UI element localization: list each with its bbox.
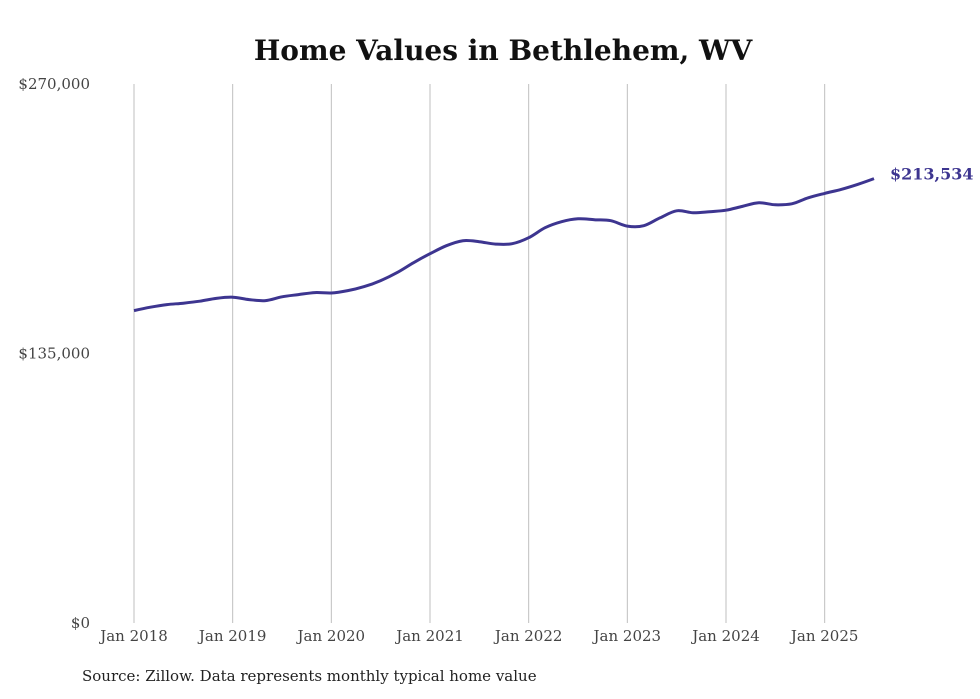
- x-tick-label: Jan 2021: [394, 627, 464, 645]
- x-tick-label: Jan 2020: [296, 627, 366, 645]
- y-axis-ticks: $270,000 $135,000 $0: [18, 75, 90, 632]
- end-value-label: $213,534: [890, 165, 974, 184]
- y-tick-label: $270,000: [18, 75, 90, 93]
- source-note: Source: Zillow. Data represents monthly …: [82, 667, 537, 685]
- x-tick-label: Jan 2024: [690, 627, 760, 645]
- y-tick-label: $0: [71, 614, 90, 632]
- series-layer: $213,534: [133, 165, 974, 313]
- series-line: [133, 177, 875, 313]
- x-tick-label: Jan 2019: [197, 627, 267, 645]
- x-tick-label: Jan 2025: [789, 627, 859, 645]
- gridlines: [133, 84, 826, 623]
- x-tick-label: Jan 2018: [98, 627, 168, 645]
- y-tick-label: $135,000: [18, 345, 90, 363]
- x-axis-ticks: Jan 2018 Jan 2019 Jan 2020 Jan 2021 Jan 2022…: [98, 627, 858, 645]
- chart-title: Home Values in Bethlehem, WV: [254, 34, 754, 67]
- x-tick-label: Jan 2022: [493, 627, 563, 645]
- x-tick-label: Jan 2023: [592, 627, 662, 645]
